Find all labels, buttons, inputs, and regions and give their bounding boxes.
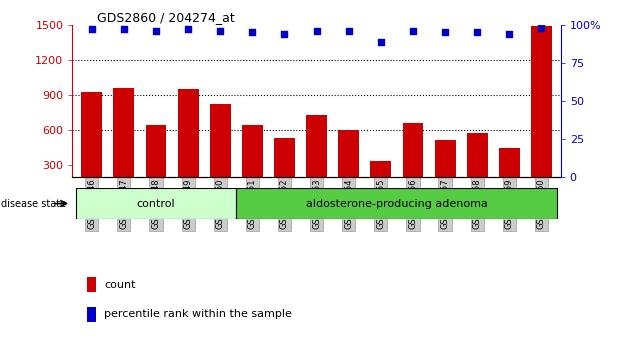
Point xyxy=(536,25,546,31)
Point xyxy=(183,27,193,32)
Point xyxy=(504,31,514,37)
Bar xyxy=(531,26,552,177)
Point xyxy=(472,30,482,35)
Bar xyxy=(499,148,520,177)
Bar xyxy=(146,125,166,177)
Text: aldosterone-producing adenoma: aldosterone-producing adenoma xyxy=(306,199,488,209)
Text: percentile rank within the sample: percentile rank within the sample xyxy=(104,309,292,319)
Bar xyxy=(242,125,263,177)
Bar xyxy=(113,88,134,177)
Point xyxy=(151,28,161,34)
Bar xyxy=(81,92,102,177)
Text: GDS2860 / 204274_at: GDS2860 / 204274_at xyxy=(97,11,234,24)
Bar xyxy=(178,89,198,177)
Bar xyxy=(87,277,96,292)
Bar xyxy=(236,188,558,219)
Point xyxy=(312,28,322,34)
Bar xyxy=(87,307,96,322)
Text: disease state: disease state xyxy=(1,199,67,209)
Bar xyxy=(467,132,488,177)
Bar xyxy=(435,139,455,177)
Point xyxy=(440,30,450,35)
Point xyxy=(248,30,258,35)
Point xyxy=(87,27,97,32)
Bar xyxy=(210,104,231,177)
Point xyxy=(119,27,129,32)
Bar xyxy=(274,138,295,177)
Point xyxy=(408,28,418,34)
Bar xyxy=(76,188,236,219)
Bar xyxy=(306,115,327,177)
Point xyxy=(280,31,290,37)
Bar xyxy=(370,161,391,177)
Point xyxy=(343,28,353,34)
Point xyxy=(375,39,386,44)
Bar xyxy=(403,123,423,177)
Point xyxy=(215,28,226,34)
Text: control: control xyxy=(137,199,175,209)
Bar xyxy=(338,130,359,177)
Text: count: count xyxy=(104,280,135,290)
